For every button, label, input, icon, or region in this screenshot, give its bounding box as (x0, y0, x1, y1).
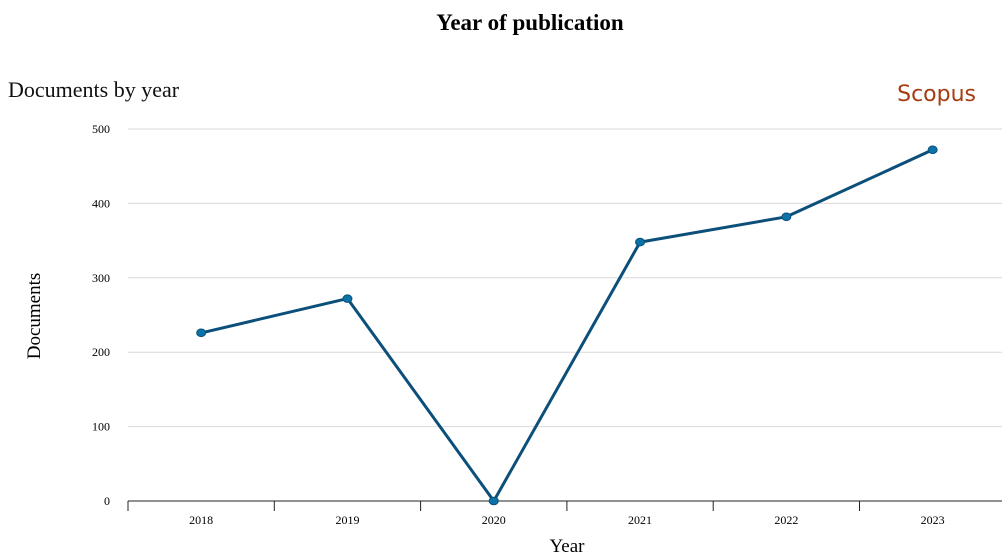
x-tick-label: 2023 (921, 513, 945, 527)
data-point (781, 212, 792, 222)
y-axis-label: Documents (24, 273, 45, 360)
series-layer (196, 145, 938, 506)
x-tick-labels: 2018 2019 2020 2021 2022 2023 (189, 513, 945, 527)
x-tick-label: 2022 (774, 513, 798, 527)
y-tick-label: 200 (92, 345, 110, 359)
series-line (200, 148, 934, 503)
x-tick-label: 2021 (628, 513, 652, 527)
data-point (488, 496, 499, 506)
figure-title: Year of publication (436, 10, 624, 35)
y-tick-label: 0 (104, 494, 110, 508)
gridlines (128, 128, 1002, 428)
x-tick-label: 2020 (482, 513, 506, 527)
chart-title: Documents by year (8, 77, 180, 102)
x-tick-label: 2018 (189, 513, 213, 527)
x-axis (127, 500, 1002, 511)
data-point (927, 145, 938, 155)
y-tick-label: 500 (92, 122, 110, 136)
y-tick-label: 100 (92, 420, 110, 434)
y-tick-label: 300 (92, 271, 110, 285)
x-tick-label: 2019 (335, 513, 359, 527)
y-axis: 0 100 200 300 400 500 (92, 122, 110, 508)
y-tick-label: 400 (92, 196, 110, 210)
data-point (635, 237, 646, 247)
data-point (196, 328, 207, 338)
scopus-logo: Scopus (897, 82, 976, 107)
x-axis-label: Year (549, 536, 585, 554)
data-point (342, 294, 353, 303)
